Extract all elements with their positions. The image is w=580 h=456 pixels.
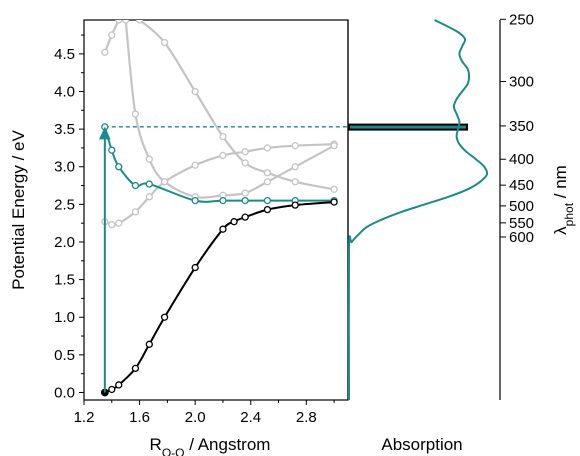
x-tick-label: 1.2: [74, 409, 95, 426]
x-tick-label: 2.0: [185, 409, 206, 426]
data-point-4: [241, 189, 249, 197]
data-point-0: [160, 313, 169, 321]
data-point-0: [263, 205, 272, 214]
excitation-arrow-head: [99, 126, 111, 140]
y-tick-label: 4.0: [54, 83, 75, 100]
wavelength-tick-label: 600: [509, 229, 534, 246]
data-point-2: [191, 161, 199, 169]
data-point-3: [115, 20, 123, 24]
data-point-5: [135, 20, 144, 24]
absorption-axis-title: Absorption: [381, 435, 462, 454]
data-point-3: [101, 48, 109, 57]
y-tick-label: 4.5: [54, 46, 75, 63]
data-point-0: [108, 385, 116, 394]
data-point-2: [263, 144, 272, 152]
data-point-5: [191, 87, 199, 96]
data-point-2: [131, 208, 140, 216]
data-point-2: [291, 142, 299, 150]
y-axis-title: Potential Energy / eV: [9, 129, 28, 289]
data-point-0: [291, 201, 299, 209]
data-point-2: [241, 148, 249, 156]
wavelength-axis-title: λphot / nm: [551, 165, 576, 235]
data-point-2: [115, 219, 123, 227]
data-point-4: [330, 142, 338, 150]
data-point-1: [145, 180, 153, 188]
data-point-0: [115, 381, 123, 389]
y-tick-label: 2.5: [54, 196, 75, 213]
data-point-4: [160, 178, 169, 186]
excitation-band: [348, 123, 468, 131]
data-point-2: [219, 151, 227, 160]
wavelength-tick-label: 350: [509, 118, 534, 135]
data-point-0: [131, 364, 140, 373]
data-point-4: [291, 163, 299, 171]
wavelength-tick-label: 300: [509, 73, 534, 90]
data-point-2: [108, 221, 116, 229]
data-point-1: [115, 163, 123, 171]
data-point-0: [241, 213, 249, 221]
wavelength-tick-label: 550: [509, 215, 534, 232]
wavelength-tick-label: 450: [509, 177, 534, 194]
data-point-5: [219, 132, 227, 141]
data-point-1: [191, 196, 199, 205]
data-point-0: [330, 198, 338, 206]
data-point-1: [108, 146, 116, 154]
y-tick-label: 0.5: [54, 347, 75, 364]
data-point-5: [330, 185, 338, 193]
y-tick-label: 3.5: [54, 121, 75, 138]
data-point-5: [241, 159, 249, 167]
data-point-1: [241, 196, 249, 205]
data-point-5: [160, 38, 169, 47]
data-point-1: [131, 181, 140, 190]
absorption-spectrum: [347, 19, 489, 401]
data-point-1: [219, 196, 227, 205]
data-point-4: [122, 20, 130, 24]
data-point-4: [145, 155, 153, 163]
data-point-3: [108, 31, 116, 39]
energy-plot: 0.0 0.5 1.0 1.5 2.0 2.5 3.0 3.5 4.0 4.5 1.2 1.6 2.0 2…: [9, 19, 349, 456]
data-point-0: [191, 263, 199, 272]
data-point-0: [219, 225, 227, 233]
x-tick-label: 1.6: [129, 409, 150, 426]
y-tick-label: 1.0: [54, 309, 75, 326]
y-tick-label: 3.0: [54, 159, 75, 176]
data-point-4: [131, 110, 140, 118]
y-tick-label: 2.0: [54, 234, 75, 251]
x-axis-title: RO-O / Angstrom: [150, 435, 271, 456]
data-point-4: [263, 178, 272, 186]
data-point-5: [263, 169, 272, 177]
data-point-0: [230, 218, 238, 226]
x-tick-label: 2.8: [296, 409, 317, 426]
y-tick-label: 1.5: [54, 272, 75, 289]
series-line-4: [124, 20, 335, 199]
wavelength-tick-label: 400: [509, 151, 534, 168]
wavelength-tick-label: 250: [509, 11, 534, 28]
x-tick-label: 2.4: [240, 409, 261, 426]
data-point-0: [145, 340, 153, 348]
data-point-2: [145, 193, 153, 201]
data-point-1: [263, 196, 272, 205]
data-point-5: [291, 178, 299, 186]
curve-group: [101, 20, 348, 397]
wavelength-tick-label: 500: [509, 198, 534, 215]
y-tick-label: 0.0: [54, 384, 75, 401]
